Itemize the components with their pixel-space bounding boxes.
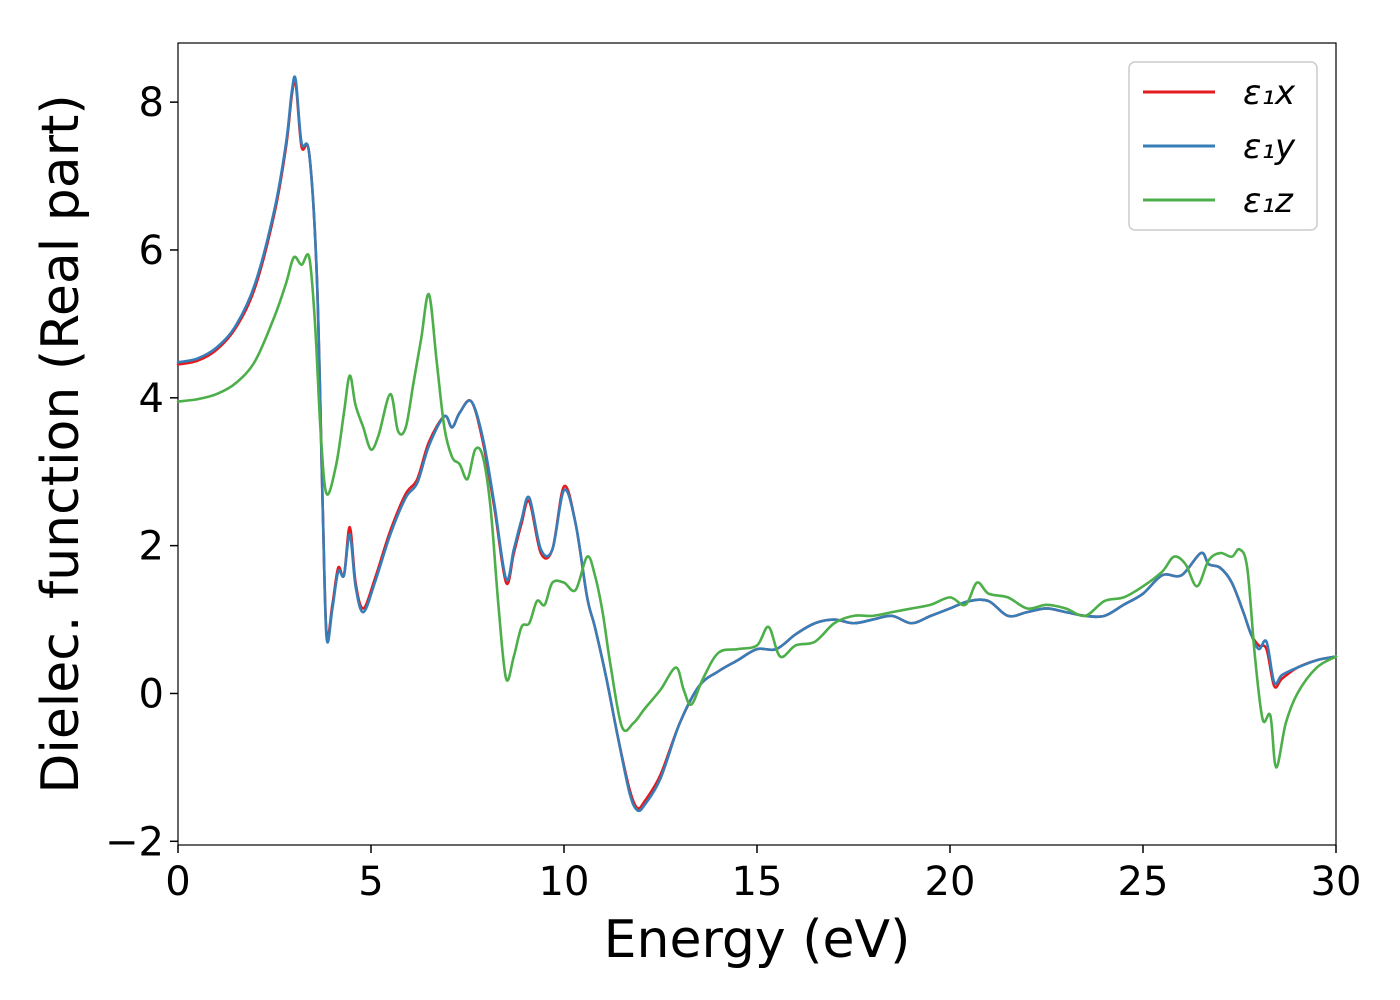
legend: ε₁x ε₁y ε₁z [1128,61,1318,231]
y-tick-label: 2 [139,524,164,570]
legend-label-2: ε₁y [1243,127,1296,167]
y-axis-label: Dielec. function (Real part) [31,94,91,793]
legend-label-1: ε₁x [1243,73,1296,113]
legend-box [1128,61,1318,231]
y-axis-ticks: −2 0 2 4 6 8 [105,80,178,865]
x-tick-label: 5 [358,859,383,905]
x-axis-label: Energy (eV) [604,910,911,970]
series-line-2 [176,75,1338,813]
x-tick-label: 25 [1118,859,1169,905]
series-layer [176,75,1338,813]
x-tick-label: 30 [1311,859,1362,905]
y-tick-label: 8 [139,80,164,126]
x-tick-label: 10 [539,859,590,905]
x-tick-label: 0 [165,859,190,905]
y-tick-label: 6 [139,228,164,274]
series-line-3 [176,253,1338,769]
y-tick-label: 0 [139,671,164,717]
x-tick-label: 20 [925,859,976,905]
y-tick-label: −2 [105,819,164,865]
x-tick-label: 15 [732,859,783,905]
x-axis-ticks: 0 5 10 15 20 25 30 [165,845,1361,905]
y-tick-label: 4 [139,376,164,422]
legend-label-3: ε₁z [1243,181,1294,221]
